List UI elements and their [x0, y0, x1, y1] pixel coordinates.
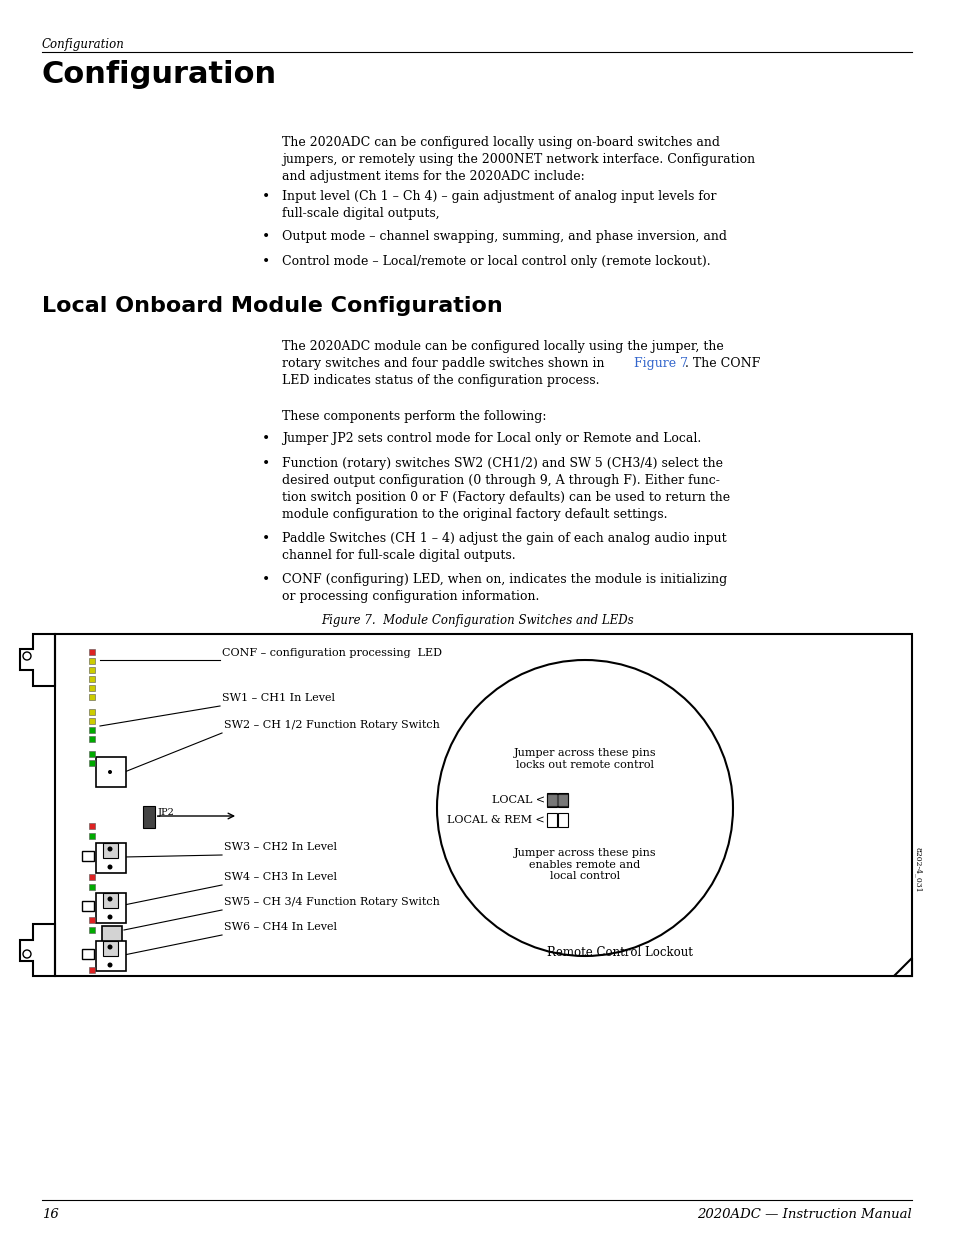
Bar [89, 727, 95, 734]
Text: . The CONF: . The CONF [684, 357, 760, 370]
Text: rotary switches and four paddle switches shown in: rotary switches and four paddle switches… [282, 357, 608, 370]
Bar [89, 823, 95, 829]
Circle shape [108, 846, 112, 851]
Bar [82, 851, 94, 861]
Text: Figure 7.  Module Configuration Switches and LEDs: Figure 7. Module Configuration Switches … [320, 614, 633, 627]
Bar [103, 941, 118, 956]
Text: SW4 – CH3 In Level: SW4 – CH3 In Level [224, 872, 336, 882]
Text: Output mode – channel swapping, summing, and phase inversion, and: Output mode – channel swapping, summing,… [282, 230, 726, 243]
Bar [89, 658, 95, 664]
Text: LOCAL <: LOCAL < [492, 795, 544, 805]
Circle shape [23, 652, 30, 659]
Text: module configuration to the original factory default settings.: module configuration to the original fac… [282, 508, 667, 521]
Text: Configuration: Configuration [42, 61, 276, 89]
Bar [89, 667, 95, 673]
Text: 16: 16 [42, 1209, 59, 1221]
Text: •: • [262, 230, 270, 245]
Bar [89, 676, 95, 682]
Text: LOCAL & REM <: LOCAL & REM < [447, 815, 544, 825]
Text: Jumper across these pins
locks out remote control: Jumper across these pins locks out remot… [513, 748, 656, 769]
Bar [89, 709, 95, 715]
Bar [89, 751, 95, 757]
Text: tion switch position 0 or F (Factory defaults) can be used to return the: tion switch position 0 or F (Factory def… [282, 492, 729, 504]
Bar [89, 927, 95, 932]
Circle shape [108, 945, 112, 950]
Bar [89, 874, 95, 881]
Bar [546, 794, 567, 806]
Text: •: • [262, 190, 270, 204]
Bar [96, 893, 126, 923]
Text: •: • [262, 432, 270, 446]
Text: Jumper JP2 sets control mode for Local only or Remote and Local.: Jumper JP2 sets control mode for Local o… [282, 432, 700, 445]
Bar [89, 760, 95, 766]
Bar [558, 793, 567, 806]
Bar [89, 832, 95, 839]
Circle shape [108, 864, 112, 869]
Text: and adjustment items for the 2020ADC include:: and adjustment items for the 2020ADC inc… [282, 170, 584, 183]
Bar [96, 844, 126, 873]
Bar [89, 718, 95, 724]
Text: or processing configuration information.: or processing configuration information. [282, 590, 538, 603]
Circle shape [23, 950, 30, 958]
Bar [89, 967, 95, 973]
Text: •: • [262, 254, 270, 269]
Text: channel for full-scale digital outputs.: channel for full-scale digital outputs. [282, 550, 515, 562]
Text: •: • [262, 532, 270, 546]
Text: SW6 – CH4 In Level: SW6 – CH4 In Level [224, 923, 336, 932]
Bar [558, 813, 567, 827]
Text: SW2 – CH 1/2 Function Rotary Switch: SW2 – CH 1/2 Function Rotary Switch [224, 720, 439, 730]
Circle shape [108, 962, 112, 967]
Polygon shape [893, 958, 911, 976]
Text: SW3 – CH2 In Level: SW3 – CH2 In Level [224, 842, 336, 852]
Text: These components perform the following:: These components perform the following: [282, 410, 546, 424]
Bar [546, 813, 557, 827]
Bar [89, 736, 95, 742]
Bar [102, 926, 122, 944]
Text: CONF (configuring) LED, when on, indicates the module is initializing: CONF (configuring) LED, when on, indicat… [282, 573, 726, 585]
Text: 8202-4_031: 8202-4_031 [913, 847, 921, 893]
Bar [89, 650, 95, 655]
Bar [89, 918, 95, 923]
Text: LED indicates status of the configuration process.: LED indicates status of the configuratio… [282, 374, 598, 387]
Bar [143, 806, 154, 827]
Bar [55, 634, 911, 976]
Text: jumpers, or remotely using the 2000NET network interface. Configuration: jumpers, or remotely using the 2000NET n… [282, 153, 755, 165]
Circle shape [108, 914, 112, 920]
Bar [96, 941, 126, 971]
Text: Jumper across these pins
enables remote and
local control: Jumper across these pins enables remote … [513, 848, 656, 882]
Text: full-scale digital outputs,: full-scale digital outputs, [282, 207, 439, 220]
Text: Configuration: Configuration [42, 38, 125, 51]
Text: Local Onboard Module Configuration: Local Onboard Module Configuration [42, 296, 502, 316]
Bar [89, 694, 95, 700]
Circle shape [108, 897, 112, 902]
Text: •: • [262, 573, 270, 587]
Bar [82, 902, 94, 911]
Text: •: • [262, 457, 270, 471]
Bar [89, 685, 95, 692]
Bar [103, 844, 118, 858]
Text: desired output configuration (0 through 9, A through F). Either func-: desired output configuration (0 through … [282, 474, 720, 487]
Text: Control mode – Local/remote or local control only (remote lockout).: Control mode – Local/remote or local con… [282, 254, 710, 268]
Text: 2020ADC — Instruction Manual: 2020ADC — Instruction Manual [697, 1209, 911, 1221]
Text: SW1 – CH1 In Level: SW1 – CH1 In Level [222, 693, 335, 703]
Text: The 2020ADC can be configured locally using on-board switches and: The 2020ADC can be configured locally us… [282, 136, 720, 149]
Text: SW5 – CH 3/4 Function Rotary Switch: SW5 – CH 3/4 Function Rotary Switch [224, 897, 439, 906]
Circle shape [108, 769, 112, 774]
Bar [89, 884, 95, 890]
Bar [82, 948, 94, 960]
Text: The 2020ADC module can be configured locally using the jumper, the: The 2020ADC module can be configured loc… [282, 340, 723, 353]
Text: Function (rotary) switches SW2 (CH1/2) and SW 5 (CH3/4) select the: Function (rotary) switches SW2 (CH1/2) a… [282, 457, 722, 471]
Text: Remote Control Lockout: Remote Control Lockout [546, 946, 692, 960]
Text: Input level (Ch 1 – Ch 4) – gain adjustment of analog input levels for: Input level (Ch 1 – Ch 4) – gain adjustm… [282, 190, 716, 203]
Text: Paddle Switches (CH 1 – 4) adjust the gain of each analog audio input: Paddle Switches (CH 1 – 4) adjust the ga… [282, 532, 726, 545]
Bar [96, 757, 126, 787]
Text: JP2: JP2 [158, 808, 174, 818]
Text: Figure 7: Figure 7 [634, 357, 687, 370]
Bar [546, 793, 557, 806]
Bar [103, 893, 118, 908]
Text: CONF – configuration processing  LED: CONF – configuration processing LED [222, 648, 441, 658]
